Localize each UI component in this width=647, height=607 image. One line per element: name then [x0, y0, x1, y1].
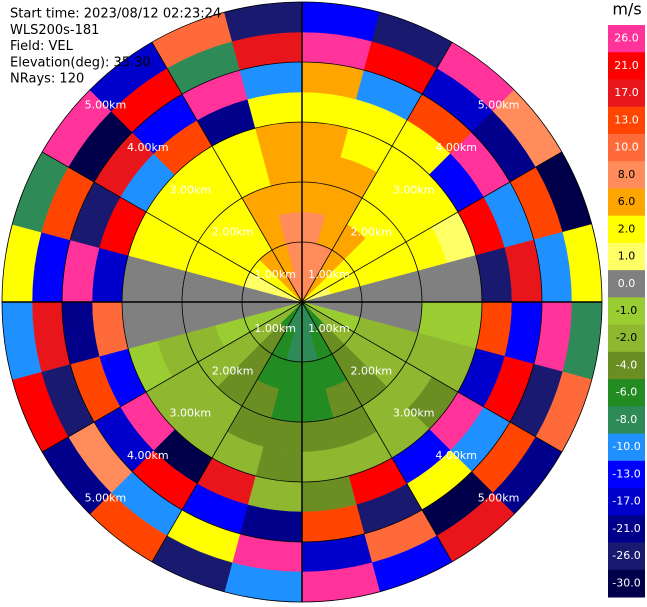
colorbar-box: [608, 542, 645, 571]
range-label: 1.00km: [308, 322, 350, 335]
data-field: [1, 1, 603, 603]
colorbar-box: [608, 106, 645, 135]
velocity-cell: [255, 446, 303, 483]
colorbar-box: [608, 515, 645, 544]
range-label: 3.00km: [169, 183, 211, 196]
range-label: 2.00km: [351, 364, 393, 377]
spoke: [41, 301, 303, 453]
range-label: 4.00km: [127, 141, 169, 154]
range-ring: [241, 241, 363, 363]
velocity-cell: [121, 301, 158, 349]
velocity-cell: [301, 121, 349, 158]
range-label: 3.00km: [169, 407, 211, 420]
header-line: NRays: 120: [10, 72, 84, 87]
spoke: [151, 41, 303, 303]
colorbar-label: -30.0: [612, 576, 640, 589]
spoke: [301, 301, 563, 453]
range-ring: [121, 121, 483, 483]
velocity-cell: [301, 446, 349, 483]
colorbar-label: -17.0: [612, 495, 640, 508]
colorbar-title: m/s: [612, 0, 641, 19]
spoke: [301, 41, 453, 303]
header-line: Start time: 2023/08/12 02:23:24: [10, 7, 221, 22]
colorbar-box: [608, 215, 645, 244]
colorbar-box: [608, 52, 645, 80]
velocity-cell: [121, 255, 158, 303]
spoke: [301, 151, 563, 303]
range-ring: [181, 181, 423, 423]
range-ring: [61, 61, 543, 543]
spoke: [151, 301, 303, 563]
colorbar-label: 10.0: [614, 141, 639, 154]
colorbar-label: -10.0: [612, 440, 640, 453]
colorbar-label: -26.0: [612, 549, 640, 562]
range-ring: [1, 1, 603, 603]
velocity-cell: [255, 121, 303, 158]
header-line: WLS200s-181: [10, 23, 99, 38]
colorbar-label: -13.0: [612, 467, 640, 480]
range-label: 4.00km: [435, 449, 477, 462]
colorbar-box: [608, 161, 645, 189]
colorbar-label: 2.0: [618, 222, 636, 235]
colorbar-label: 8.0: [618, 168, 636, 181]
range-label: 4.00km: [127, 449, 169, 462]
colorbar-label: 17.0: [614, 86, 639, 99]
range-label: 3.00km: [393, 183, 435, 196]
colorbar-box: [608, 351, 645, 380]
colorbar-label: -8.0: [616, 413, 637, 426]
range-label: 1.00km: [254, 268, 296, 281]
colorbar-label: -21.0: [612, 522, 640, 535]
velocity-cell: [446, 255, 483, 303]
header-line: Field: VEL: [10, 39, 74, 54]
range-label: 5.00km: [478, 98, 520, 111]
range-label: 2.00km: [212, 226, 254, 239]
range-label: 5.00km: [478, 492, 520, 505]
colorbar-box: [608, 488, 645, 516]
colorbar-box: [608, 569, 645, 598]
colorbar-box: [608, 324, 645, 353]
range-label: 1.00km: [254, 322, 296, 335]
colorbar-box: [608, 242, 645, 271]
colorbar-box: [608, 406, 645, 435]
colorbar-label: -6.0: [616, 386, 637, 399]
colorbar-box: [608, 25, 645, 53]
colorbar-label: -2.0: [616, 331, 637, 344]
colorbar-label: -4.0: [616, 358, 637, 371]
range-label: 2.00km: [351, 226, 393, 239]
spoke: [41, 151, 303, 303]
colorbar-box: [608, 79, 645, 108]
velocity-cell: [446, 301, 483, 349]
colorbar-label: 0.0: [618, 277, 636, 290]
colorbar-label: 21.0: [614, 59, 639, 72]
range-label: 5.00km: [85, 98, 127, 111]
colorbar-label: 1.0: [618, 250, 636, 263]
colorbar-label: 26.0: [614, 32, 639, 45]
spoke: [301, 301, 453, 563]
colorbar-label: 6.0: [618, 195, 636, 208]
colorbar-box: [608, 433, 645, 462]
range-label: 4.00km: [435, 141, 477, 154]
colorbar-box: [608, 270, 645, 298]
range-label: 5.00km: [85, 492, 127, 505]
colorbar-label: -1.0: [616, 304, 637, 317]
range-label: 1.00km: [308, 268, 350, 281]
range-label: 3.00km: [393, 407, 435, 420]
colorbar-box: [608, 188, 645, 217]
range-label: 2.00km: [212, 364, 254, 377]
header-line: Elevation(deg): 35.30: [10, 55, 151, 70]
colorbar-label: 13.0: [614, 113, 639, 126]
colorbar-box: [608, 297, 645, 326]
colorbar-box: [608, 460, 645, 489]
colorbar-box: [608, 133, 645, 162]
colorbar-box: [608, 379, 645, 407]
